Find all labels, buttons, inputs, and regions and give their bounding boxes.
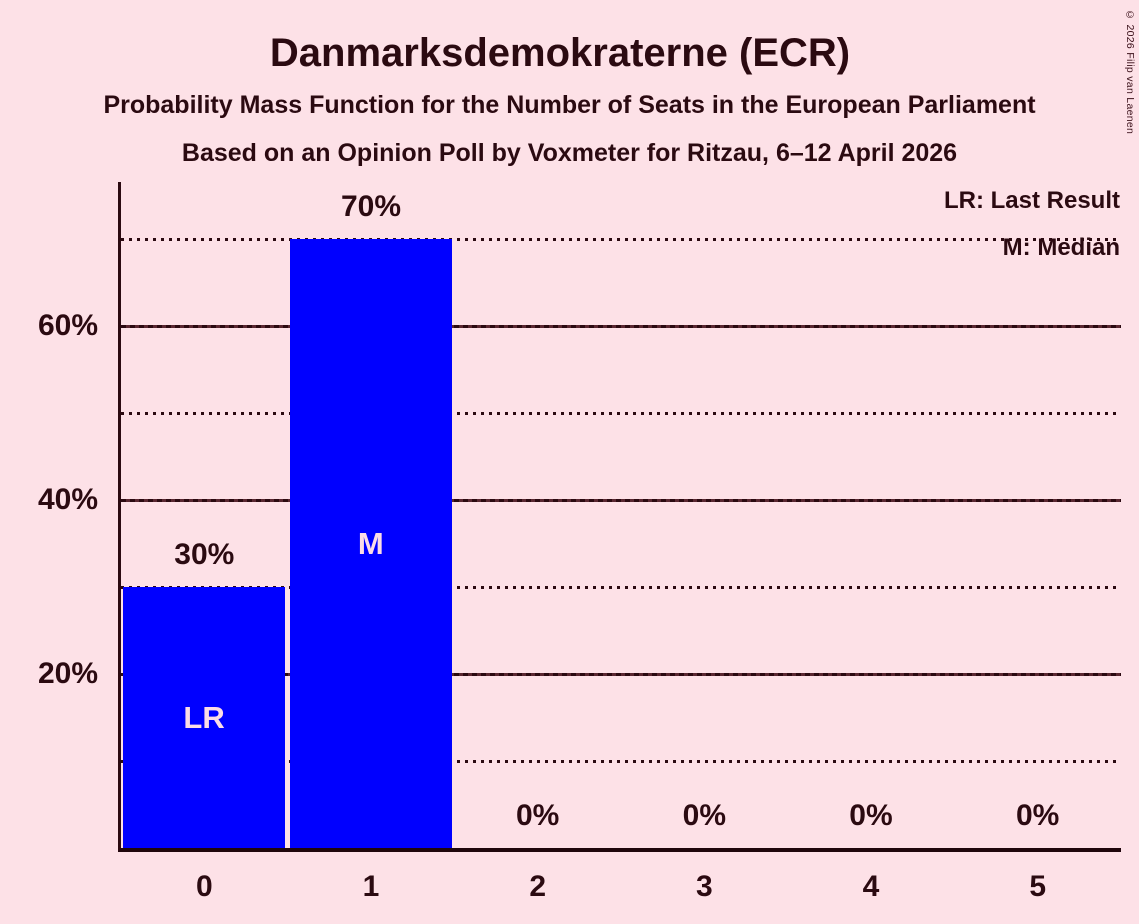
gridline-solid-40pct [121, 498, 1121, 502]
bar-seats-0: LR [123, 587, 286, 848]
x-axis-label-1: 1 [362, 870, 380, 903]
gridline-dotted-10pct [121, 759, 1121, 763]
legend-median: M: Median [1002, 234, 1120, 261]
gridline-solid-20pct [121, 672, 1121, 676]
value-label-seats-3: 0% [682, 799, 726, 832]
value-label-seats-2: 0% [515, 799, 560, 832]
legend-last-result: LR: Last Result [943, 187, 1120, 214]
x-axis-label-0: 0 [195, 870, 213, 903]
y-axis-label-40pct: 40% [37, 483, 98, 516]
x-axis-label-3: 3 [695, 870, 713, 903]
chart-title: Danmarksdemokraterne (ECR) [269, 31, 851, 75]
value-label-seats-5: 0% [1015, 799, 1060, 832]
gridline-dotted-50pct [121, 411, 1121, 415]
value-label-seats-4: 0% [849, 799, 893, 832]
copyright-notice: © 2026 Filip van Laenen [1124, 9, 1136, 135]
x-axis-label-4: 4 [862, 870, 880, 903]
x-axis-label-5: 5 [1029, 870, 1046, 903]
value-label-seats-1: 70% [340, 190, 401, 223]
chart-subtitle: Probability Mass Function for the Number… [103, 91, 1036, 119]
chart-source-line: Based on an Opinion Poll by Voxmeter for… [181, 139, 958, 167]
plot-area: LR 30% 0 M 70% 1 0% 2 0% 3 0% 4 0% 5 [118, 182, 1121, 903]
y-axis-label-20pct: 20% [37, 657, 98, 690]
gridline-dotted-70pct [121, 237, 1121, 241]
y-axis-label-60pct: 60% [37, 309, 98, 342]
bar-seats-1: M [289, 239, 452, 848]
bar-annotation-lr: LR [183, 699, 225, 735]
gridline-solid-60pct [121, 324, 1121, 328]
gridline-dotted-30pct [121, 585, 1121, 589]
x-axis-label-2: 2 [529, 870, 546, 903]
value-label-seats-0: 30% [174, 538, 235, 571]
bar-annotation-m: M [357, 525, 384, 561]
